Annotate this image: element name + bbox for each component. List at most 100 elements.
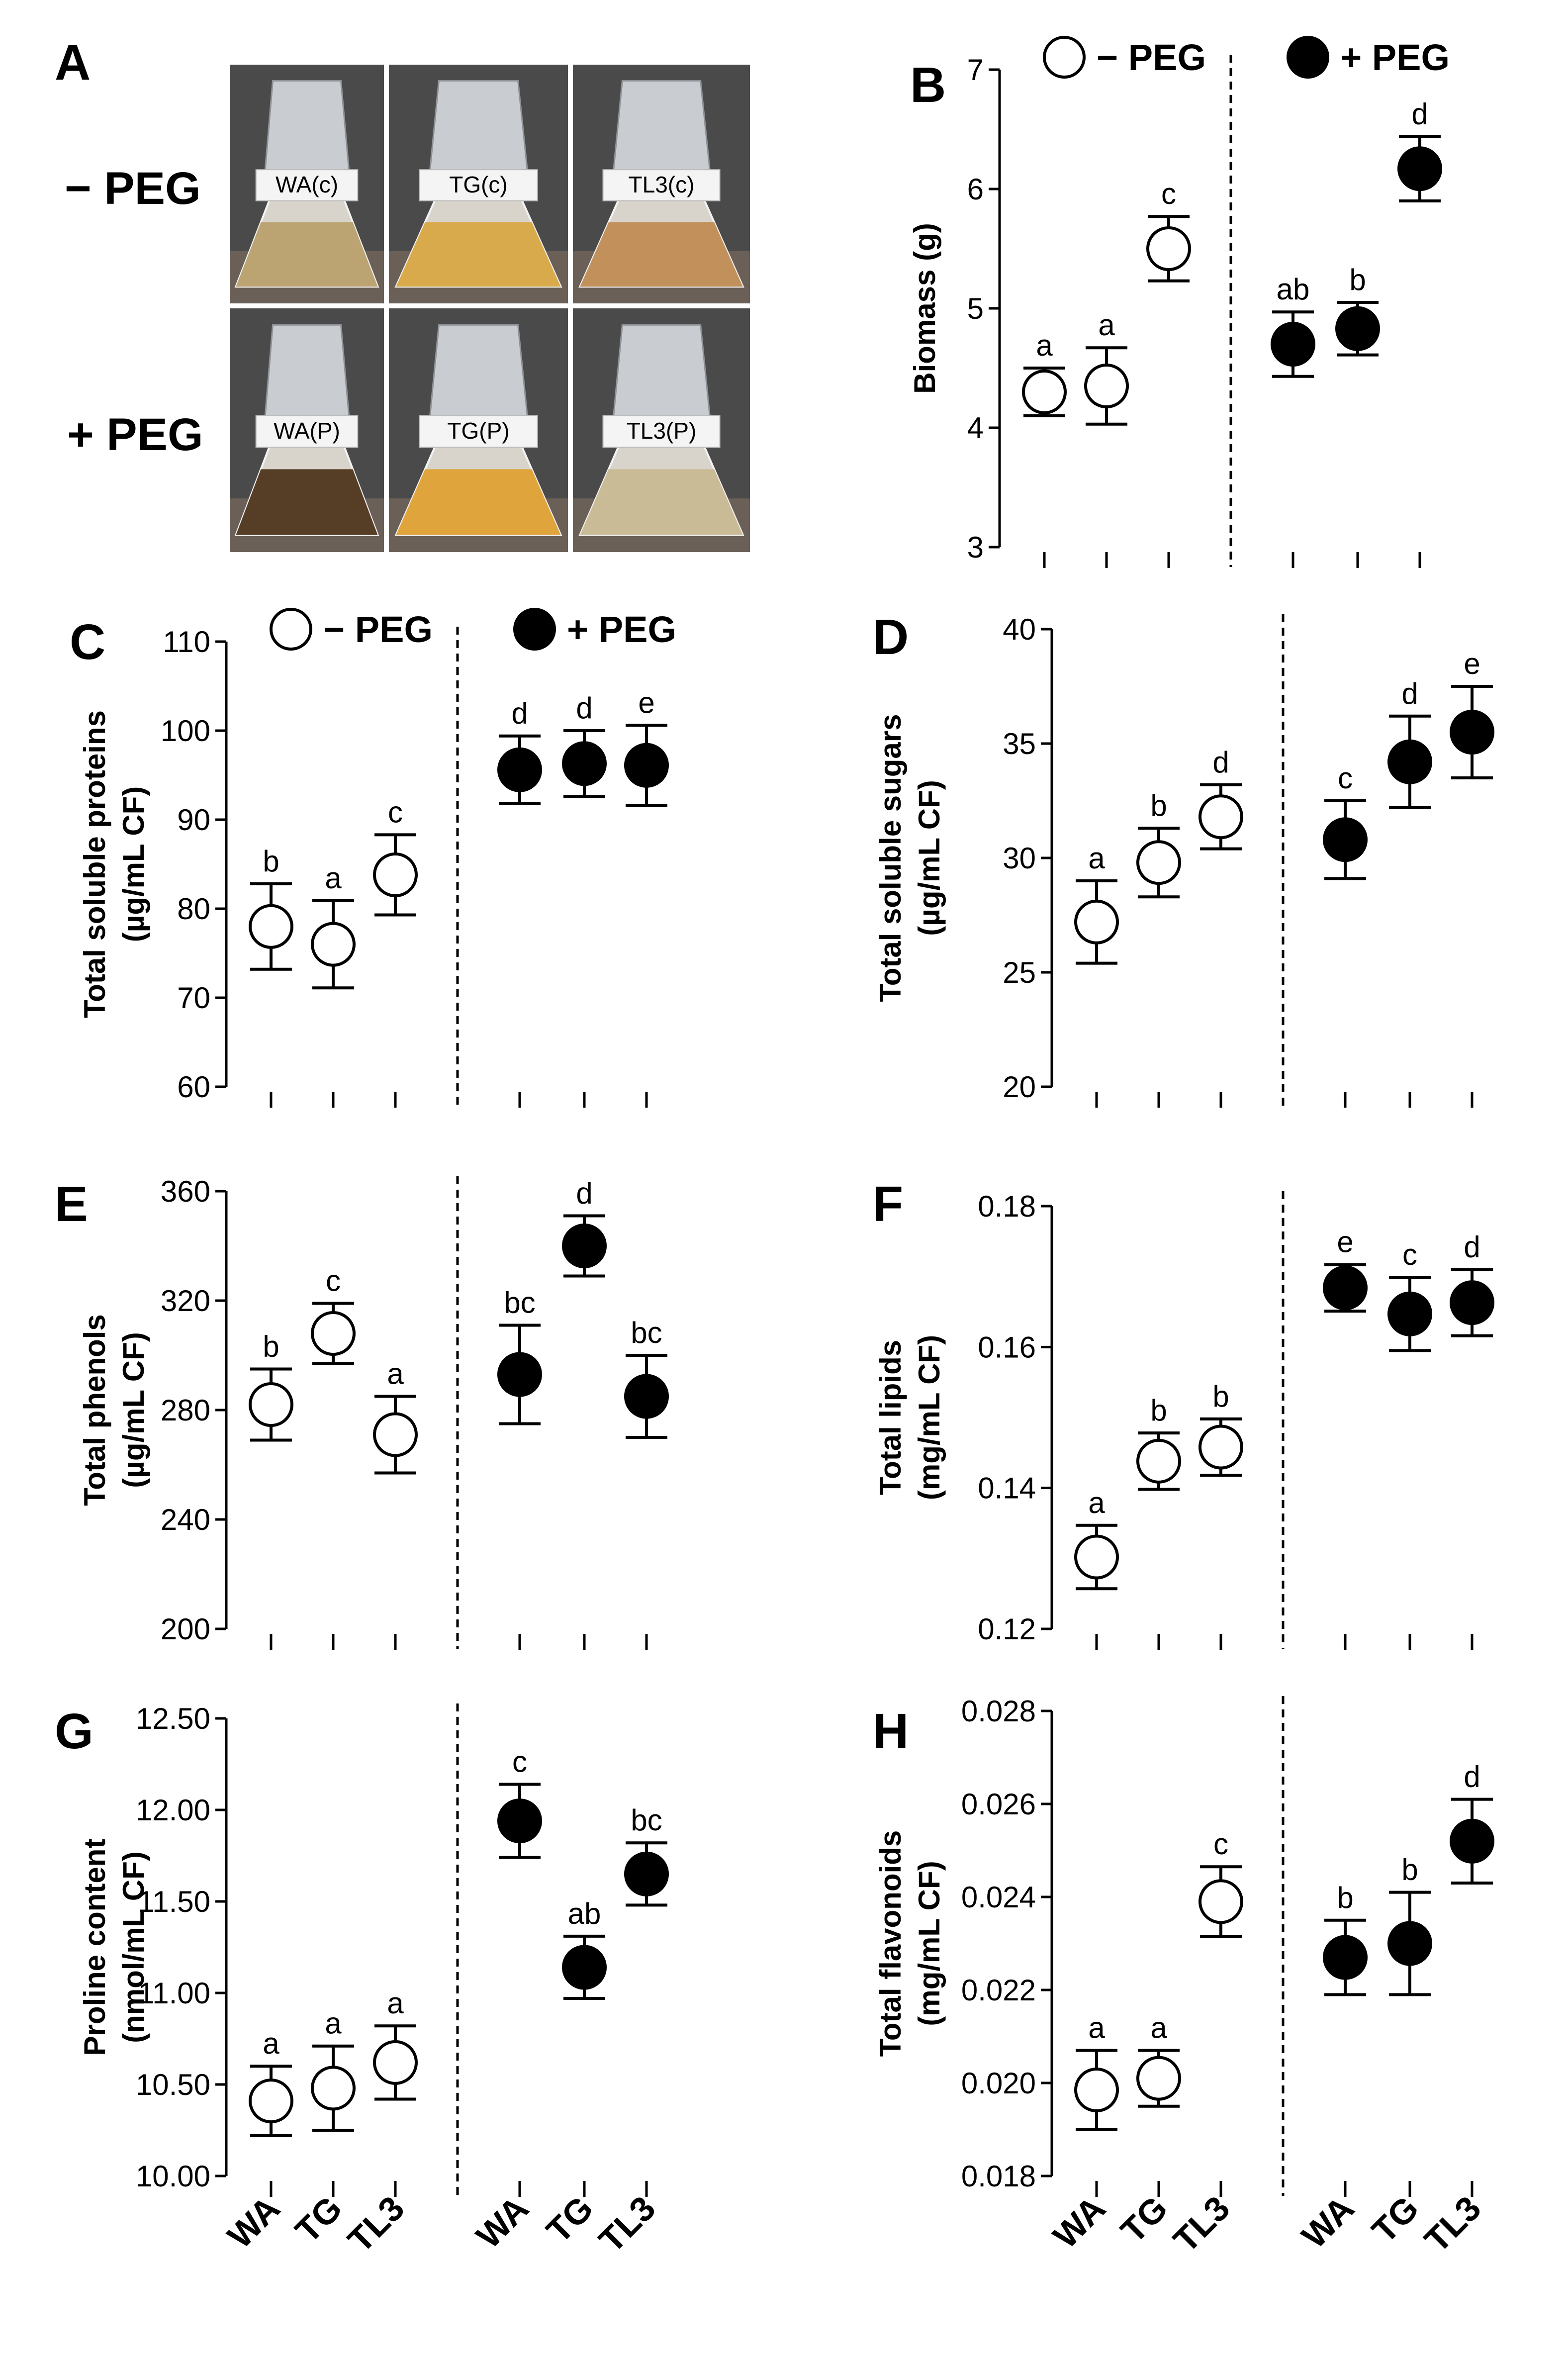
- significance-letter: a: [263, 2027, 279, 2060]
- significance-letter: e: [1464, 647, 1480, 680]
- y-tick-label: 10.50: [136, 2068, 210, 2101]
- data-point-filled: [1323, 817, 1368, 862]
- y-tick-label: 12.50: [136, 1702, 210, 1735]
- significance-letter: b: [1349, 263, 1366, 296]
- flask-label-tape: [602, 169, 721, 201]
- y-tick-label: 0.18: [978, 1190, 1036, 1223]
- y-tick-label: 5: [967, 292, 984, 325]
- y-axis-title-line: (mg/mL CF): [913, 1335, 946, 1500]
- y-tick-label: 0.14: [978, 1472, 1036, 1505]
- significance-letter: a: [1098, 308, 1115, 342]
- data-point-open: [1074, 899, 1119, 945]
- data-point-filled: [1397, 146, 1442, 191]
- data-point-filled: [1387, 1291, 1432, 1336]
- x-category-label: TG: [1365, 2188, 1426, 2250]
- legend-marker-open: [270, 608, 312, 651]
- y-tick-label: 360: [161, 1175, 210, 1208]
- data-point-open: [249, 2079, 293, 2124]
- significance-letter: b: [1150, 1394, 1167, 1427]
- legend-marker-filled: [513, 608, 556, 651]
- y-tick-label: 7: [967, 53, 984, 87]
- data-point-filled: [562, 741, 607, 786]
- significance-letter: d: [1464, 1230, 1480, 1264]
- y-axis-title-line: Total flavonoids: [874, 1830, 907, 2057]
- data-point-open: [1136, 2056, 1181, 2101]
- flask-photo: TG(c): [389, 65, 568, 303]
- legend: − PEG + PEG: [270, 608, 676, 651]
- data-point-filled: [562, 1224, 607, 1268]
- x-category-label: TL3: [1417, 2188, 1488, 2260]
- data-point-open: [1074, 1534, 1119, 1580]
- y-axis-title: Total soluble sugars (µg/mL CF): [874, 714, 946, 1002]
- y-tick-label: 70: [177, 981, 210, 1015]
- significance-letter: b: [263, 845, 279, 878]
- legend-label-plus-peg: + PEG: [1340, 37, 1450, 78]
- data-point-filled: [1323, 1265, 1368, 1311]
- foil-cap: [429, 324, 528, 421]
- significance-letter: d: [576, 691, 592, 725]
- significance-letter: e: [1337, 1226, 1353, 1259]
- y-axis-title-line: Total phenols: [78, 1314, 111, 1506]
- data-point-open: [1074, 2068, 1119, 2113]
- y-axis-title: Biomass (g): [908, 223, 941, 393]
- y-tick-label: 30: [1003, 842, 1036, 875]
- data-point-open: [373, 2040, 418, 2085]
- flask-photo: WA(c): [230, 65, 384, 303]
- foil-cap: [264, 80, 350, 176]
- y-tick-label: 25: [1003, 956, 1036, 989]
- panel-letter: F: [873, 1176, 903, 1232]
- flask-liquid: [396, 222, 561, 287]
- axis-ticks: [215, 640, 648, 1108]
- y-axis-title-line: Total lipids: [874, 1340, 907, 1495]
- significance-letter: bc: [631, 1316, 662, 1349]
- y-tick-label: 0.020: [961, 2067, 1036, 2100]
- y-axis-title-line: Proline content: [78, 1839, 111, 2056]
- y-tick-label: 200: [161, 1612, 210, 1646]
- y-tick-label: 0.16: [978, 1330, 1036, 1364]
- data-point-open: [311, 2066, 356, 2111]
- significance-letter: a: [1088, 842, 1105, 875]
- data-point-filled: [1387, 1921, 1432, 1966]
- y-axis-title: Proline content (nmol/mL CF): [78, 1839, 150, 2056]
- y-tick-label: 3: [967, 531, 984, 564]
- panel-letter-a: A: [55, 35, 91, 91]
- flask-label-text: WA(c): [276, 172, 338, 197]
- significance-letter: a: [325, 2007, 342, 2040]
- significance-letter: a: [1036, 329, 1053, 362]
- x-category-label: TL3: [591, 2188, 662, 2260]
- significance-letter: d: [1212, 746, 1229, 779]
- axis-ticks: [215, 1190, 648, 1650]
- significance-letter: bc: [504, 1286, 535, 1320]
- y-axis-title-line: (µg/mL CF): [117, 786, 150, 942]
- data-point-open: [373, 1412, 418, 1457]
- flask-label-text: TG(c): [449, 172, 508, 197]
- x-category-label: WA: [1046, 2188, 1113, 2256]
- row-label-plus-peg: + PEG: [67, 409, 203, 460]
- panel-letter: H: [873, 1703, 909, 1759]
- data-point-filled: [1450, 710, 1494, 755]
- flask-liquid: [236, 222, 378, 287]
- x-category-label: TG: [288, 2188, 350, 2250]
- y-axis-title-line: (nmol/mL CF): [117, 1851, 150, 2043]
- y-tick-label: 20: [1003, 1070, 1036, 1104]
- flask-liquid: [396, 469, 561, 535]
- y-tick-label: 0.018: [961, 2160, 1036, 2193]
- legend: − PEG + PEG: [1043, 36, 1450, 79]
- data-point-open: [1199, 1424, 1243, 1470]
- data-point-filled: [1271, 322, 1315, 367]
- significance-letter: c: [512, 1745, 527, 1778]
- y-tick-label: 0.12: [978, 1612, 1036, 1646]
- significance-letter: c: [1402, 1238, 1417, 1271]
- significance-letter: b: [1212, 1380, 1229, 1413]
- significance-letter: d: [511, 697, 528, 730]
- flask-label-text: TG(P): [447, 418, 509, 444]
- legend-marker-open: [1043, 36, 1086, 79]
- foil-cap: [264, 324, 350, 421]
- x-category-label: WA: [469, 2188, 536, 2256]
- y-axis-title-line: (µg/mL CF): [117, 1332, 150, 1488]
- photo-panel: A − PEG + PEG WA(c) TG(c) TL3(c) WA(P) TG(P)…: [55, 35, 750, 552]
- y-axis-title: Total flavonoids (mg/mL CF): [874, 1830, 946, 2057]
- flask-liquid: [580, 469, 743, 535]
- flask-label-tape: [255, 169, 359, 201]
- y-axis-title-line: Biomass (g): [908, 223, 941, 393]
